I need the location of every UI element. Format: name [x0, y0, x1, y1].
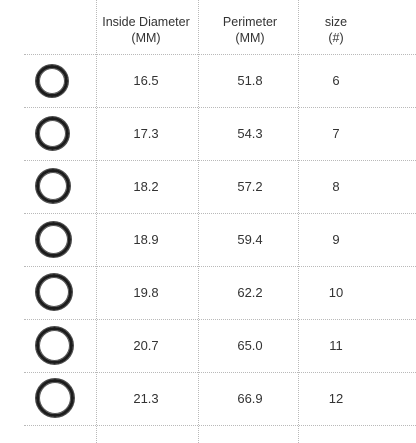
row-divider [24, 319, 416, 320]
ring-icon [36, 117, 69, 150]
row-divider [24, 160, 416, 161]
table-row: 20.7 65.0 11 [0, 319, 416, 372]
perimeter-value: 65.0 [237, 338, 263, 353]
table-row: 17.3 54.3 7 [0, 107, 416, 160]
row-divider [24, 425, 416, 426]
header-size: size (#) [324, 15, 348, 45]
inside-diameter-value: 18.9 [133, 232, 159, 247]
inside-diameter-value: 20.7 [133, 338, 159, 353]
table-row: 18.2 57.2 8 [0, 160, 416, 213]
table-row: 18.9 59.4 9 [0, 213, 416, 266]
perimeter-value: 57.2 [237, 179, 263, 194]
size-value: 7 [332, 126, 340, 141]
size-value: 6 [332, 73, 340, 88]
inside-diameter-value: 19.8 [133, 285, 159, 300]
inside-diameter-value: 16.5 [133, 73, 159, 88]
table-row: 19.8 62.2 10 [0, 266, 416, 319]
inside-diameter-value: 21.3 [133, 391, 159, 406]
perimeter-value: 66.9 [237, 391, 263, 406]
perimeter-value: 59.4 [237, 232, 263, 247]
column-divider [298, 0, 299, 443]
inside-diameter-value: 18.2 [133, 179, 159, 194]
ring-icon [36, 327, 73, 364]
inside-diameter-value: 17.3 [133, 126, 159, 141]
table-row: 16.5 51.8 6 [0, 54, 416, 107]
ring-icon [36, 222, 71, 257]
size-value: 12 [328, 391, 344, 406]
header-perimeter: Perimeter (MM) [222, 15, 278, 45]
row-divider [24, 372, 416, 373]
ring-icon [36, 169, 70, 203]
perimeter-value: 62.2 [237, 285, 263, 300]
row-divider [24, 266, 416, 267]
size-value: 10 [328, 285, 344, 300]
row-divider [24, 54, 416, 55]
table-header: Inside Diameter (MM) Perimeter (MM) size… [0, 0, 416, 54]
size-value: 8 [332, 179, 340, 194]
size-value: 9 [332, 232, 340, 247]
ring-icon [36, 65, 68, 97]
row-divider [24, 107, 416, 108]
ring-icon [36, 379, 74, 417]
header-inside-diameter: Inside Diameter (MM) [102, 15, 190, 45]
column-divider [198, 0, 199, 443]
table-row: 21.3 66.9 12 [0, 372, 416, 425]
column-divider [96, 0, 97, 443]
size-value: 11 [329, 338, 343, 353]
perimeter-value: 51.8 [237, 73, 263, 88]
ring-icon [36, 274, 72, 310]
perimeter-value: 54.3 [237, 126, 263, 141]
row-divider [24, 213, 416, 214]
